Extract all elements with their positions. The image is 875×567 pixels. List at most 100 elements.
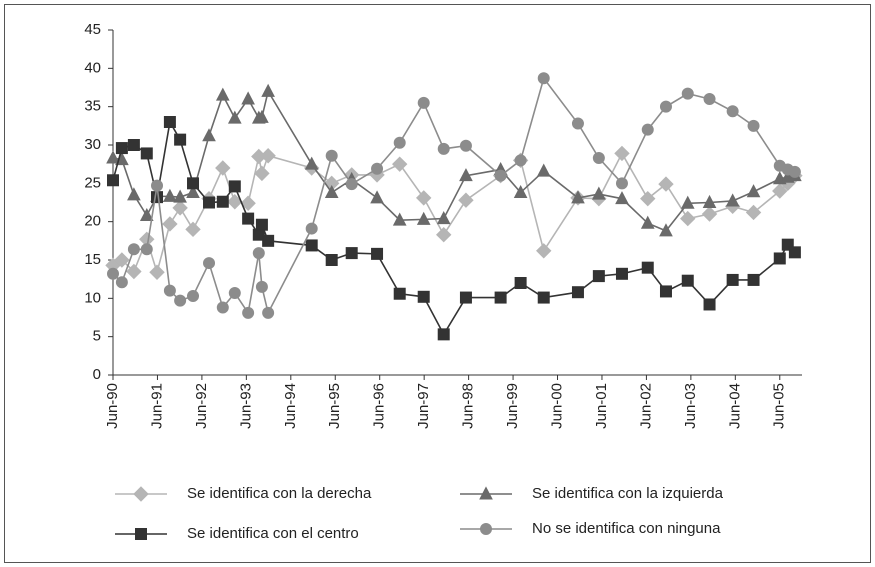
data-point (262, 234, 275, 247)
series-line (112, 119, 796, 336)
y-tick-label: 0 (93, 366, 101, 383)
data-point (592, 186, 606, 200)
data-point (216, 195, 229, 208)
x-tick-label: Jun-00 (548, 383, 565, 429)
data-point (746, 184, 761, 198)
data-point (571, 190, 585, 204)
data-point (725, 193, 740, 207)
legend-marker (479, 486, 493, 500)
data-point (345, 247, 358, 260)
data-point (325, 254, 338, 266)
data-point (393, 136, 406, 149)
data-point (459, 168, 473, 182)
data-point (514, 277, 527, 289)
data-point (371, 162, 384, 175)
data-point (228, 180, 241, 193)
x-tick-label: Jun-04 (726, 383, 743, 429)
data-point (304, 156, 319, 170)
data-point (107, 174, 119, 187)
data-point (417, 290, 430, 303)
data-point (458, 192, 474, 208)
data-point (680, 195, 695, 209)
data-point (228, 286, 241, 299)
x-tick-label: Jun-92 (193, 383, 210, 429)
y-tick-label: 30 (84, 136, 101, 153)
data-point (536, 243, 552, 259)
data-point (140, 147, 153, 160)
data-point (240, 195, 256, 211)
data-point (255, 218, 268, 231)
data-point (215, 87, 230, 101)
data-point (536, 163, 551, 177)
data-point (370, 190, 384, 204)
data-point (126, 263, 142, 280)
x-tick-label: Jun-03 (682, 383, 699, 429)
data-point (254, 165, 270, 182)
x-tick-label: Jun-90 (104, 383, 121, 429)
data-point (115, 142, 128, 155)
data-point (151, 191, 164, 204)
data-point (242, 212, 255, 225)
data-point (392, 156, 408, 172)
data-point (416, 211, 431, 225)
data-point (615, 267, 628, 280)
data-point (701, 206, 718, 222)
data-point (162, 216, 178, 232)
data-point (127, 187, 141, 201)
data-point (163, 188, 177, 202)
data-point (641, 123, 654, 136)
legend-label: Se identifica con la izquierda (532, 485, 724, 502)
data-point (203, 257, 216, 270)
data-point (216, 301, 229, 314)
data-point (513, 184, 528, 199)
data-point (261, 83, 275, 97)
data-point (437, 328, 450, 341)
data-point (187, 290, 200, 303)
data-point (163, 116, 176, 128)
data-point (173, 189, 187, 203)
y-tick-label: 40 (84, 59, 101, 76)
data-point (745, 204, 762, 221)
data-point (127, 243, 140, 256)
x-tick-label: Jun-05 (771, 383, 788, 429)
data-point (392, 212, 407, 226)
data-point (140, 243, 153, 256)
data-point (658, 176, 674, 192)
x-tick-label: Jun-94 (282, 383, 299, 429)
data-point (781, 238, 794, 251)
data-point (227, 110, 242, 124)
y-tick-label: 45 (84, 21, 101, 38)
legend-marker (480, 523, 492, 535)
data-point (107, 267, 119, 280)
y-tick-label: 10 (84, 289, 101, 306)
data-point (514, 154, 527, 167)
data-point (172, 200, 188, 216)
data-point (659, 285, 672, 298)
x-tick-label: Jun-01 (593, 383, 610, 429)
data-point (788, 165, 801, 178)
data-point (641, 261, 654, 274)
data-point (241, 91, 255, 105)
data-point (139, 207, 154, 222)
data-point (494, 291, 507, 304)
data-point (703, 298, 716, 311)
legend-label: No se identifica con ninguna (532, 520, 721, 537)
data-point (659, 223, 673, 237)
data-point (163, 284, 176, 297)
data-point (640, 215, 655, 229)
data-point (437, 142, 450, 155)
data-point (325, 149, 338, 162)
data-point (615, 177, 628, 190)
data-point (203, 196, 216, 209)
data-point (747, 273, 760, 286)
data-point (187, 177, 200, 190)
legend-label: Se identifica con el centro (187, 525, 359, 542)
legend-marker (133, 486, 149, 502)
series-line (112, 151, 796, 276)
x-tick-label: Jun-02 (637, 383, 654, 429)
data-point (255, 109, 269, 123)
data-point (114, 252, 130, 268)
data-point (726, 105, 739, 118)
data-point (242, 306, 255, 319)
